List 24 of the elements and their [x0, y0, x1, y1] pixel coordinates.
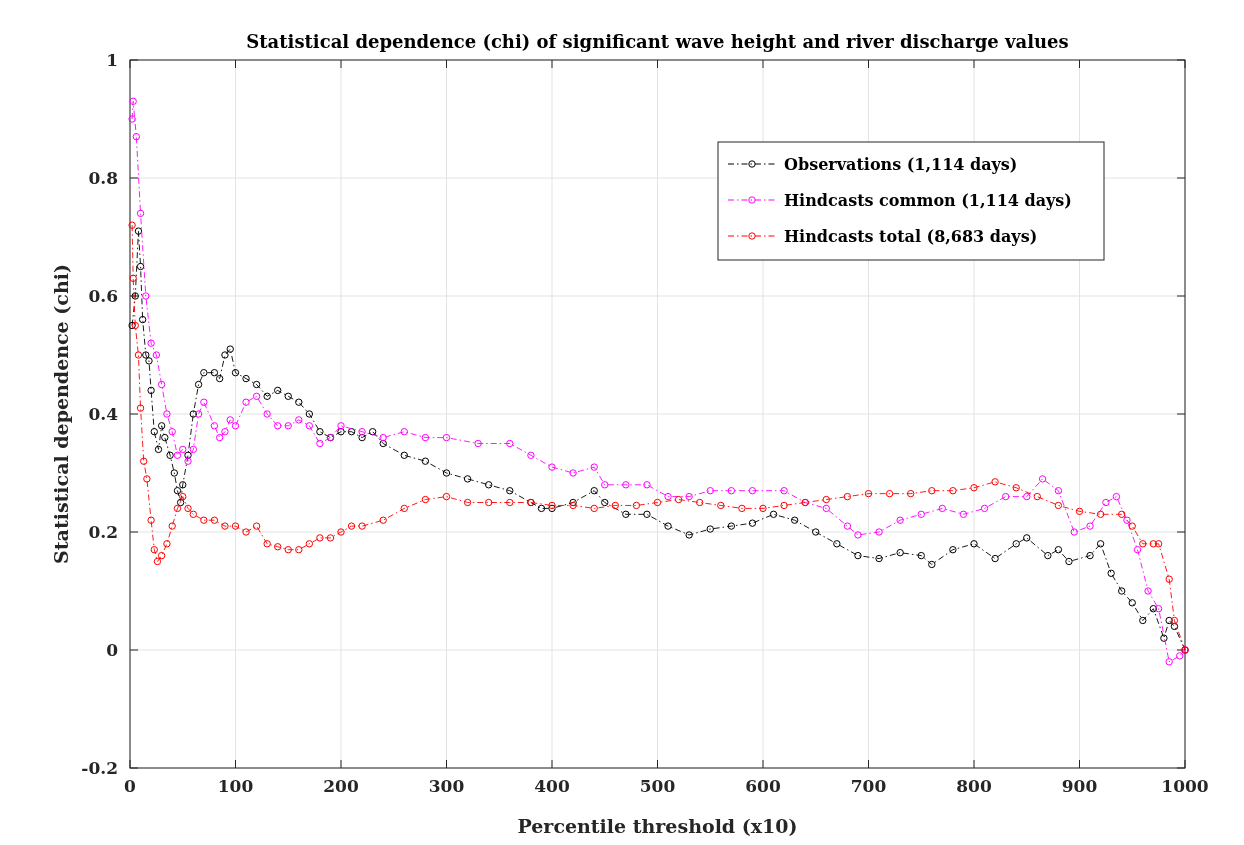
y-axis-title: Statistical dependence (chi) — [50, 264, 72, 564]
x-tick-label: 700 — [850, 776, 887, 796]
x-tick-label: 1000 — [1161, 776, 1209, 796]
legend-label: Hindcasts total (8,683 days) — [784, 227, 1038, 246]
x-tick-label: 100 — [217, 776, 254, 796]
x-tick-label: 0 — [124, 776, 137, 796]
x-axis-title: Percentile threshold (x10) — [517, 815, 798, 837]
x-tick-label: 900 — [1061, 776, 1098, 796]
x-tick-label: 500 — [639, 776, 676, 796]
y-tick-label: -0.2 — [81, 758, 118, 778]
x-tick-label: 800 — [956, 776, 992, 796]
x-tick-label: 300 — [428, 776, 465, 796]
legend-label: Hindcasts common (1,114 days) — [784, 191, 1072, 210]
legend-label: Observations (1,114 days) — [784, 155, 1018, 174]
x-tick-label: 600 — [745, 776, 781, 796]
y-tick-label: 0.8 — [88, 168, 118, 188]
y-tick-label: 0.2 — [88, 522, 118, 542]
x-tick-label: 400 — [534, 776, 570, 796]
y-tick-label: 0.6 — [88, 286, 118, 306]
chart-title: Statistical dependence (chi) of significant wave height and river discharge values — [246, 31, 1069, 52]
x-tick-label: 200 — [323, 776, 359, 796]
y-tick-label: 1 — [106, 50, 118, 70]
y-tick-label: 0.4 — [88, 404, 119, 424]
y-tick-label: 0 — [106, 640, 119, 660]
